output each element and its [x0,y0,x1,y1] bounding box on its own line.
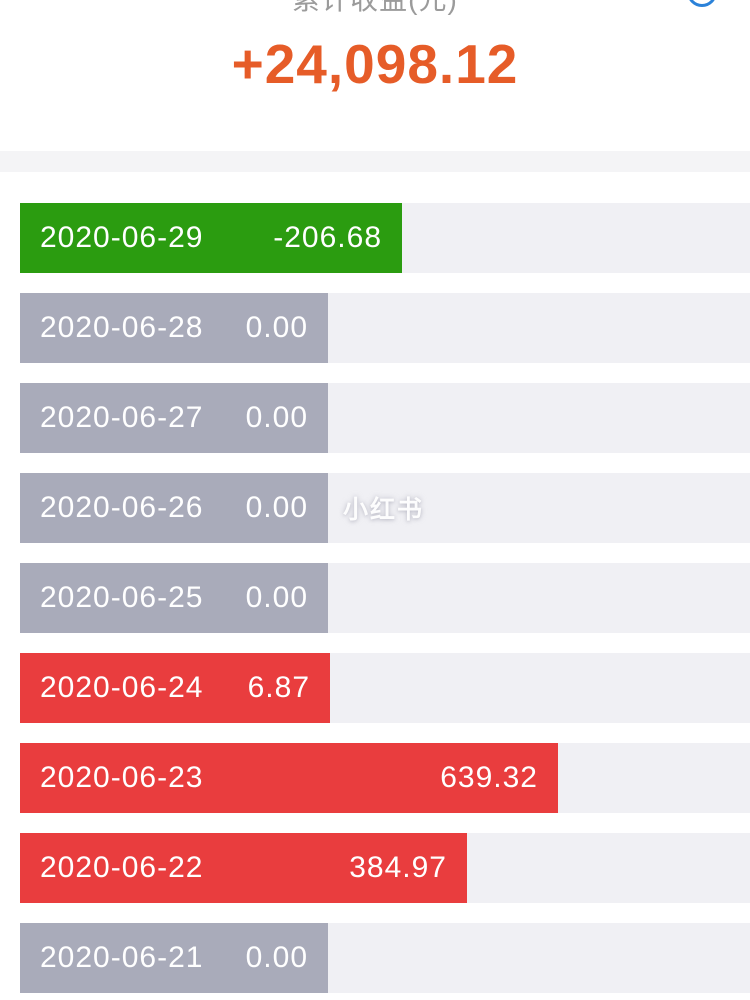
bar-track: 2020-06-28 0.00 [20,293,750,363]
page-title: 累计收益(元) [0,0,750,14]
bar-track: 2020-06-29 -206.68 [20,203,750,273]
bar-fill: 2020-06-29 -206.68 [20,203,402,273]
bar-track: 2020-06-27 0.00 [20,383,750,453]
bar-value: 384.97 [349,851,447,884]
bar-track: 2020-06-21 0.00 [20,923,750,993]
bar-fill: 2020-06-26 0.00 [20,473,328,543]
xiaohongshu-watermark: 小红书 [343,496,425,524]
bar-value: 6.87 [247,671,310,704]
bar-fill: 2020-06-21 0.00 [20,923,328,993]
bar-value: 0.00 [245,581,308,614]
bar-date: 2020-06-29 [40,221,204,254]
bar-date: 2020-06-22 [40,851,204,884]
section-divider [0,151,750,172]
bar-date: 2020-06-21 [40,941,204,974]
bar-fill: 2020-06-23 639.32 [20,743,558,813]
bar-date: 2020-06-28 [40,311,204,344]
bar-value: 0.00 [245,941,308,974]
bar-value: 639.32 [440,761,538,794]
bar-value: 0.00 [245,491,308,524]
bar-fill: 2020-06-24 6.87 [20,653,330,723]
daily-profit-chart: 2020-06-29 -206.68 2020-06-28 0.00 2020-06-2… [0,172,750,993]
bar-track: 2020-06-25 0.00 [20,563,750,633]
bar-date: 2020-06-24 [40,671,204,704]
bar-date: 2020-06-27 [40,401,204,434]
bar-track: 2020-06-22 384.97 [20,833,750,903]
bar-track: 2020-06-26 0.00 小红书 [20,473,750,543]
bar-value: 0.00 [245,401,308,434]
bar-date: 2020-06-23 [40,761,204,794]
bar-fill: 2020-06-27 0.00 [20,383,328,453]
bar-fill: 2020-06-25 0.00 [20,563,328,633]
bar-date: 2020-06-25 [40,581,204,614]
bar-date: 2020-06-26 [40,491,204,524]
bar-track: 2020-06-24 6.87 [20,653,750,723]
bar-value: 0.00 [245,311,308,344]
bar-value: -206.68 [273,221,382,254]
header: 累计收益(元) +24,098.12 [0,0,750,151]
bar-track: 2020-06-23 639.32 [20,743,750,813]
bar-fill: 2020-06-28 0.00 [20,293,328,363]
bar-fill: 2020-06-22 384.97 [20,833,467,903]
total-profit-value: +24,098.12 [231,33,519,95]
